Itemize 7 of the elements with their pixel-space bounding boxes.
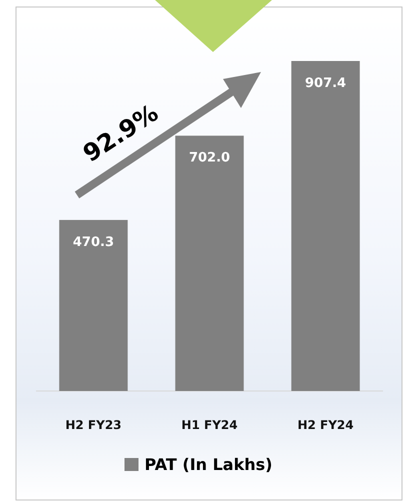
x-tick-label: H1 FY24: [181, 418, 238, 432]
legend-label: PAT (In Lakhs): [144, 455, 272, 474]
x-tick-label: H2 FY23: [65, 418, 122, 432]
x-tick-label: H2 FY24: [297, 418, 354, 432]
data-label: 907.4: [304, 76, 346, 91]
data-label: 702.0: [188, 150, 230, 166]
data-label: 470.3: [72, 234, 114, 250]
